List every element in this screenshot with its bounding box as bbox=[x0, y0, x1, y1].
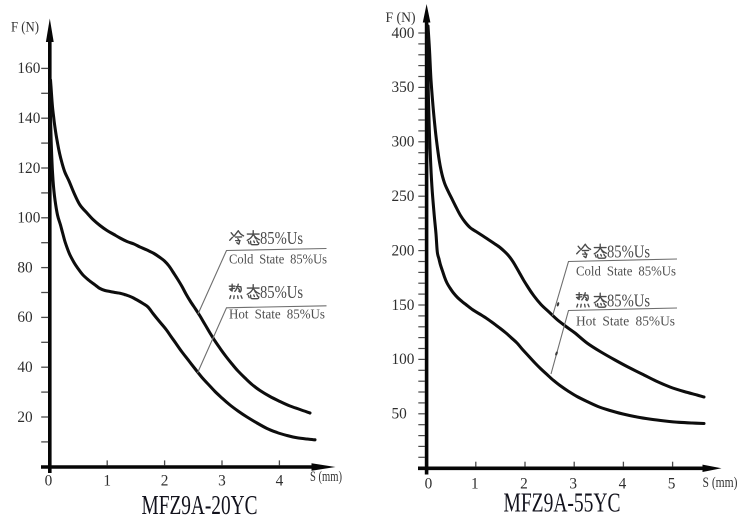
svg-text:350: 350 bbox=[392, 79, 415, 96]
svg-text:300: 300 bbox=[392, 134, 415, 151]
svg-text:150: 150 bbox=[392, 297, 415, 314]
svg-text:0: 0 bbox=[425, 476, 433, 493]
svg-text:S (mm): S (mm) bbox=[310, 469, 342, 485]
svg-text:120: 120 bbox=[17, 160, 40, 177]
svg-text:2: 2 bbox=[161, 473, 169, 490]
svg-text:100: 100 bbox=[392, 351, 415, 368]
svg-text:100: 100 bbox=[17, 210, 40, 227]
svg-text:60: 60 bbox=[17, 309, 33, 326]
svg-text:140: 140 bbox=[17, 110, 40, 127]
svg-text:3: 3 bbox=[569, 476, 577, 493]
svg-text:160: 160 bbox=[17, 60, 40, 77]
svg-text:50: 50 bbox=[392, 406, 408, 423]
svg-text:4: 4 bbox=[276, 473, 284, 490]
svg-text:Cold State 85%Us: Cold State 85%Us bbox=[576, 264, 676, 279]
svg-text:Cold State 85%Us: Cold State 85%Us bbox=[229, 252, 327, 267]
svg-text:40: 40 bbox=[17, 359, 33, 376]
svg-text:20: 20 bbox=[17, 409, 33, 426]
svg-text:85%Us: 85%Us bbox=[260, 282, 303, 302]
svg-text:Hot State 85%Us: Hot State 85%Us bbox=[576, 314, 675, 329]
svg-text:F (N): F (N) bbox=[386, 10, 416, 26]
svg-text:80: 80 bbox=[17, 259, 33, 276]
svg-text:2: 2 bbox=[520, 476, 528, 493]
svg-text:0: 0 bbox=[45, 473, 53, 490]
svg-text:MFZ9A-20YC: MFZ9A-20YC bbox=[142, 490, 258, 520]
svg-text:200: 200 bbox=[392, 242, 415, 259]
svg-text:250: 250 bbox=[392, 188, 415, 205]
svg-text:85%Us: 85%Us bbox=[607, 242, 650, 262]
svg-text:4: 4 bbox=[619, 476, 627, 493]
svg-text:85%Us: 85%Us bbox=[260, 228, 303, 248]
svg-text:1: 1 bbox=[471, 476, 479, 493]
svg-text:3: 3 bbox=[218, 473, 226, 490]
svg-text:Hot State 85%Us: Hot State 85%Us bbox=[229, 307, 325, 322]
svg-text:85%Us: 85%Us bbox=[607, 291, 650, 311]
svg-text:400: 400 bbox=[392, 25, 415, 42]
svg-text:S (mm): S (mm) bbox=[703, 475, 738, 491]
svg-text:5: 5 bbox=[668, 476, 676, 493]
svg-text:1: 1 bbox=[103, 473, 111, 490]
svg-text:F (N): F (N) bbox=[11, 20, 39, 36]
svg-text:MFZ9A-55YC: MFZ9A-55YC bbox=[504, 487, 621, 517]
